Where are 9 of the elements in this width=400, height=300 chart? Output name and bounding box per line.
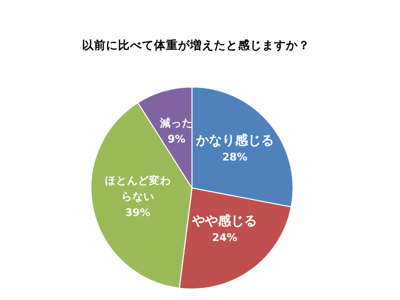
data-label: 24%	[212, 232, 238, 244]
slice-label: ほとんど変わらない	[104, 174, 171, 204]
slice-label: かなり感じる	[194, 132, 274, 149]
slice-label: やや感じる	[191, 212, 258, 229]
data-label: 28%	[222, 152, 248, 164]
data-label: 39%	[125, 207, 151, 220]
slice-label: 減った	[159, 116, 193, 130]
chart-title: 以前に比べて体重が増えたと感じますか？	[82, 38, 310, 52]
data-label: 9%	[168, 134, 186, 146]
